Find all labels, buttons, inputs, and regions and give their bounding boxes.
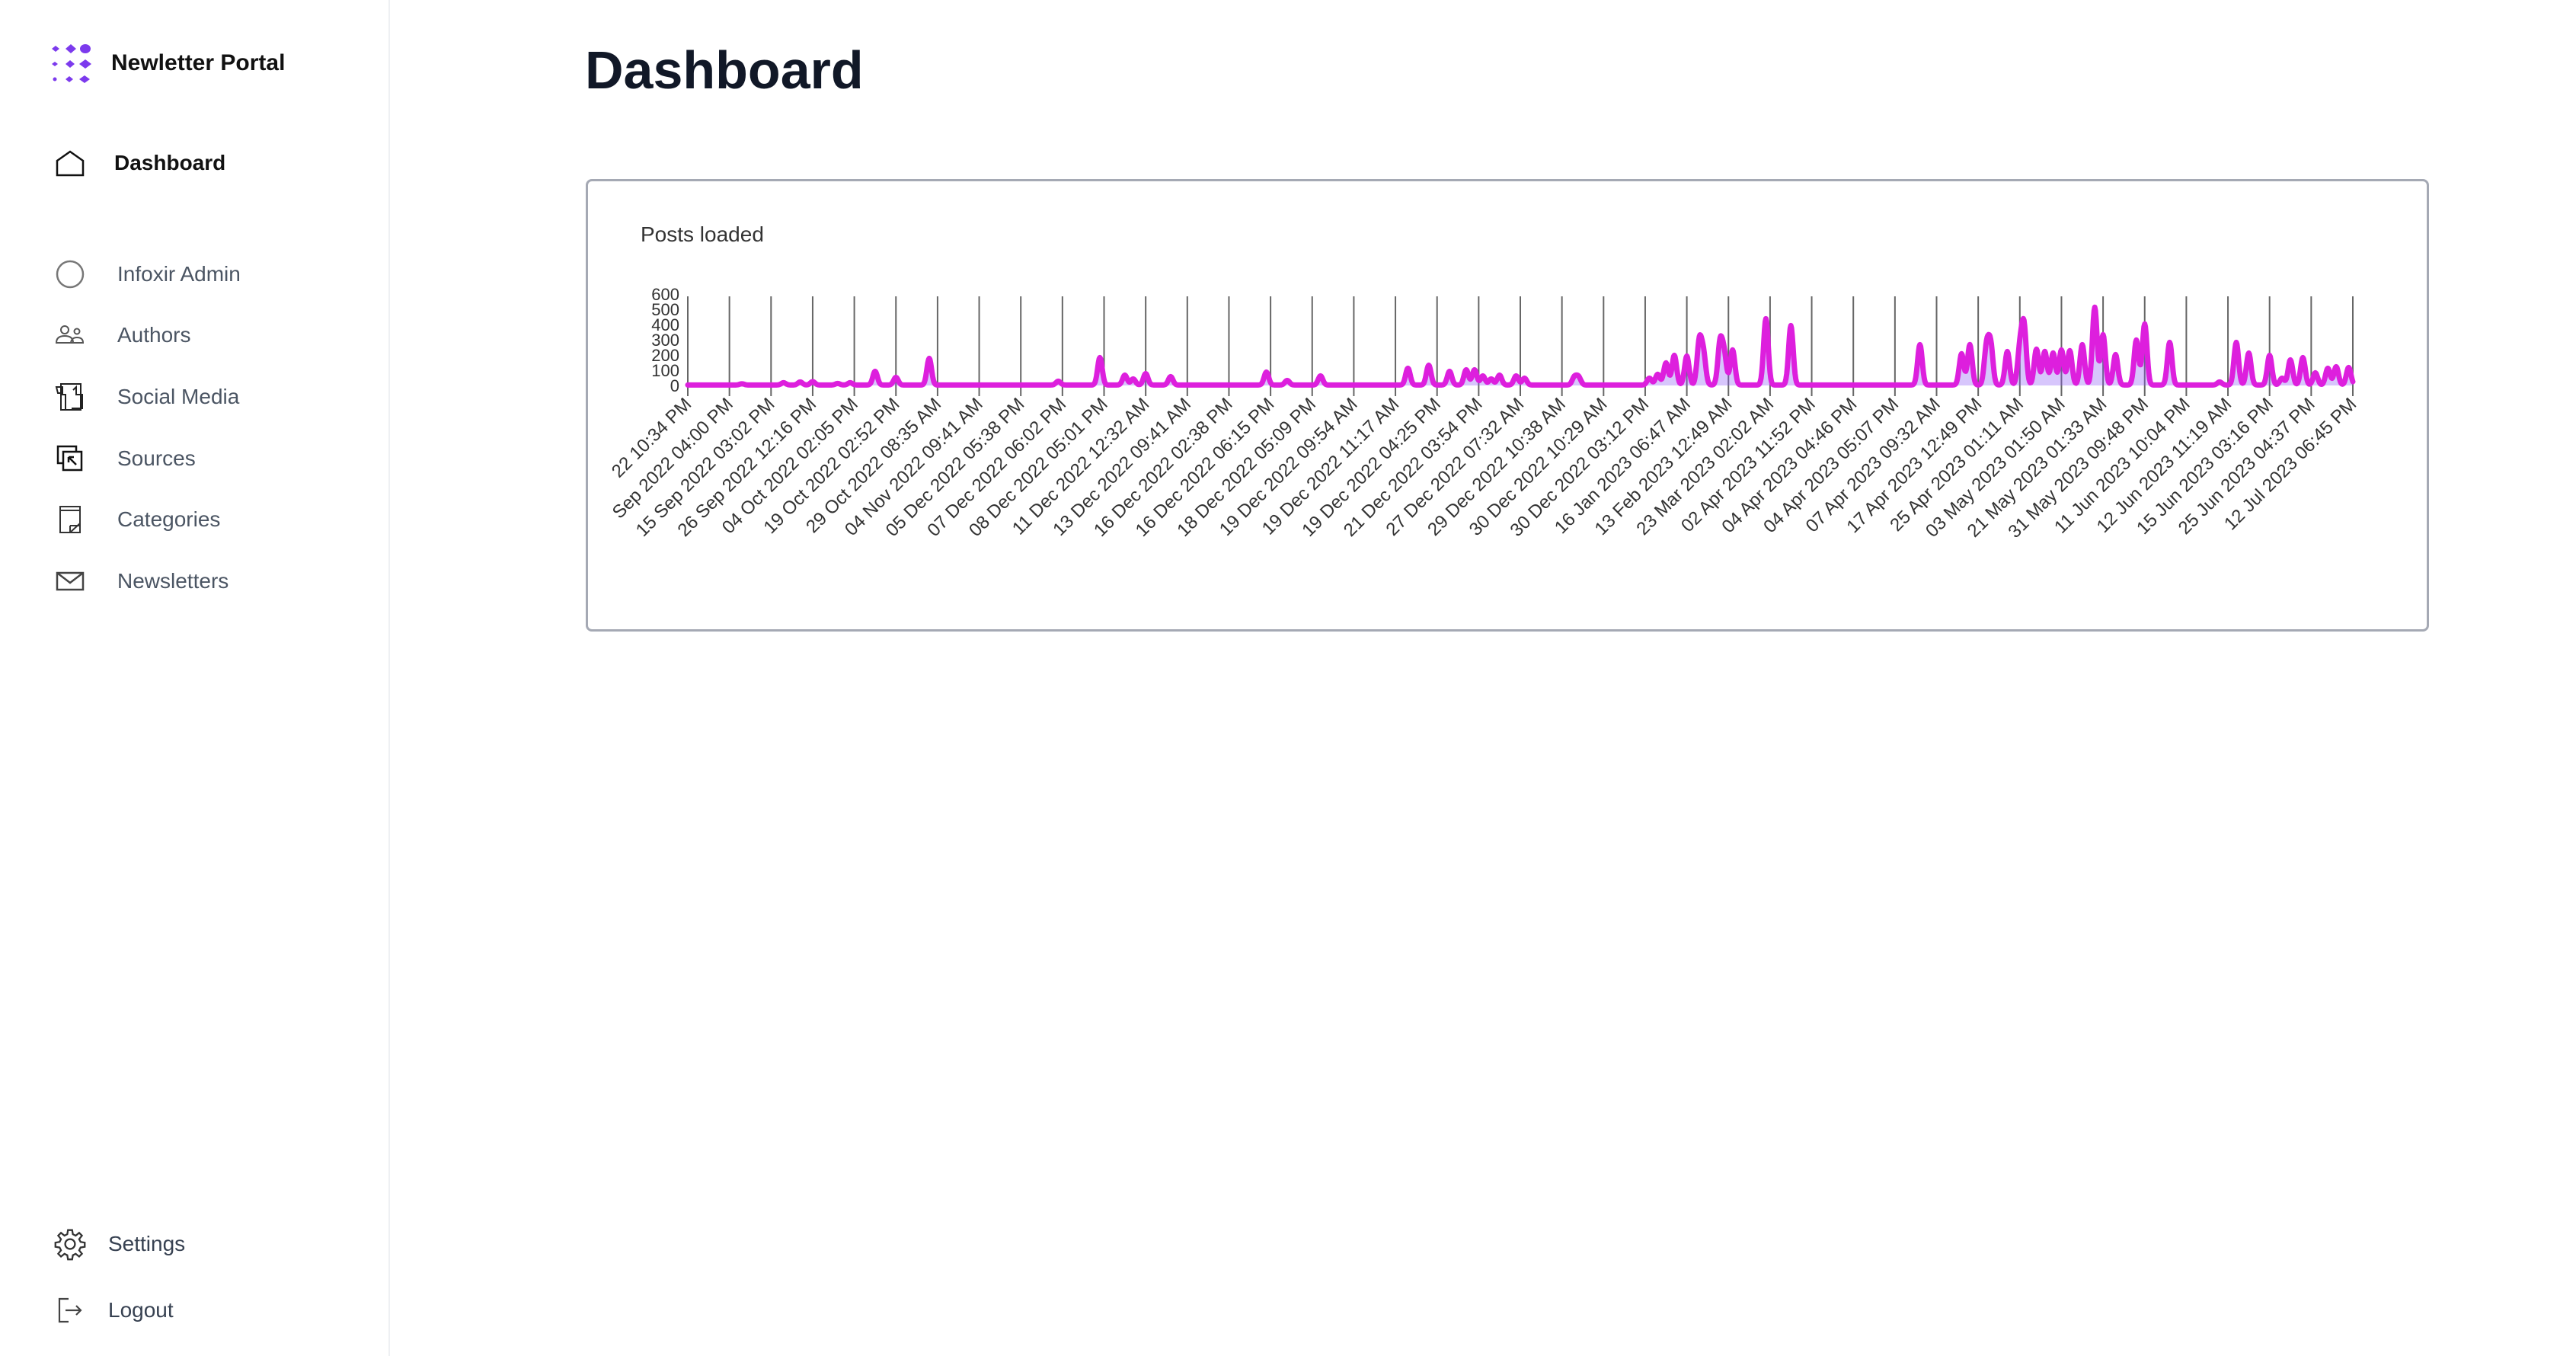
y-tick-label: 600 (651, 285, 679, 304)
chart-title: Posts loaded (641, 222, 764, 246)
logout-icon (53, 1294, 87, 1327)
nav-categories[interactable]: Categories (53, 501, 220, 538)
y-tick-label: 500 (651, 300, 679, 319)
users-icon (53, 318, 87, 352)
nav-label: Newsletters (117, 569, 229, 593)
mail-icon (53, 564, 87, 598)
nav-authors[interactable]: Authors (53, 317, 191, 353)
nav-social-media[interactable]: Social Media (53, 379, 239, 415)
sidebar: Newletter Portal Dashboard Infoxir Admin… (0, 0, 390, 1356)
y-tick-label: 200 (651, 346, 679, 365)
nav-dashboard[interactable]: Dashboard (53, 145, 225, 181)
nav-label: Infoxir Admin (117, 262, 241, 286)
nav-label: Social Media (117, 385, 240, 408)
nav-label: Dashboard (114, 151, 226, 174)
circle-icon (53, 257, 87, 291)
home-icon (53, 146, 87, 180)
nav-logout[interactable]: Logout (53, 1292, 174, 1329)
nav-infoxir-admin[interactable]: Infoxir Admin (53, 256, 241, 293)
y-tick-label: 400 (651, 315, 679, 334)
page-title: Dashboard (585, 40, 864, 100)
sources-icon (53, 442, 87, 475)
note-icon (53, 503, 87, 536)
nav-label: Sources (117, 446, 196, 470)
nav-label: Logout (108, 1298, 174, 1322)
y-tick-label: 300 (651, 331, 679, 350)
series-line (685, 304, 2356, 388)
nav-sources[interactable]: Sources (53, 440, 196, 477)
nav-settings[interactable]: Settings (53, 1226, 185, 1262)
nav-label: Categories (117, 507, 221, 531)
nav-newsletters[interactable]: Newsletters (53, 563, 229, 600)
y-tick-label: 100 (651, 361, 679, 380)
y-tick-label: 0 (670, 376, 679, 395)
nav-label: Authors (117, 323, 191, 347)
brand-name: Newletter Portal (111, 50, 286, 75)
logo-icon (52, 44, 91, 83)
gear-icon (53, 1227, 87, 1261)
thumbs-up-icon (53, 380, 87, 414)
chart-card (586, 179, 2429, 632)
nav-label: Settings (108, 1232, 186, 1255)
